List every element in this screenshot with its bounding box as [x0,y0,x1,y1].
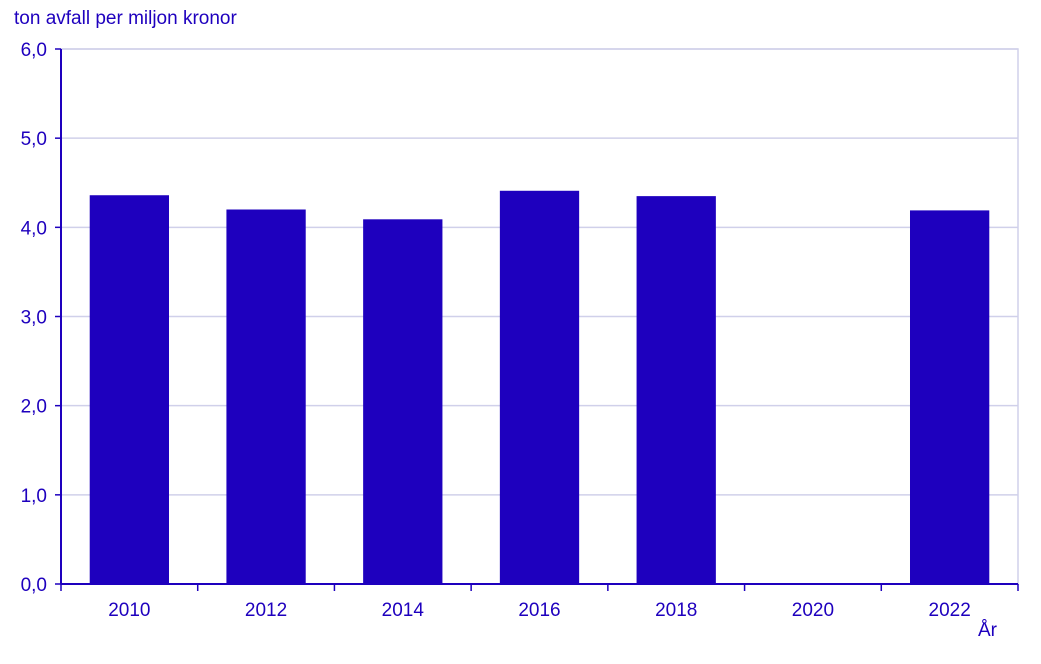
bar-2022 [909,210,990,584]
bar-2012 [226,209,306,584]
y-tick-label: 1,0 [21,486,47,507]
x-tick-label: 2012 [245,600,287,621]
y-tick-label: 2,0 [21,397,47,418]
y-axis-title: ton avfall per miljon kronor [14,8,237,29]
y-axis: 0,0 1,0 2,0 3,0 4,0 5,0 6,0 [21,40,62,596]
x-tick-label: 2010 [108,600,150,621]
x-tick-label: 2022 [929,600,971,621]
bar-2014 [363,219,443,584]
y-tick-label: 4,0 [21,218,47,239]
bar-2018 [636,196,716,584]
bar-2010 [89,195,170,584]
x-tick-label: 2020 [792,600,834,621]
x-axis-title: År [978,620,997,641]
x-tick-label: 2016 [518,600,560,621]
y-tick-label: 6,0 [21,40,47,61]
y-tick-label: 0,0 [21,575,47,596]
bar-2016 [499,190,580,584]
x-axis: 2010 2012 2014 2016 2018 2020 2022 [60,583,1019,621]
bars [89,190,990,584]
x-tick-label: 2014 [382,600,425,621]
x-tick-label: 2018 [655,600,697,621]
y-tick-label: 3,0 [21,308,47,329]
y-tick-label: 5,0 [21,129,47,150]
